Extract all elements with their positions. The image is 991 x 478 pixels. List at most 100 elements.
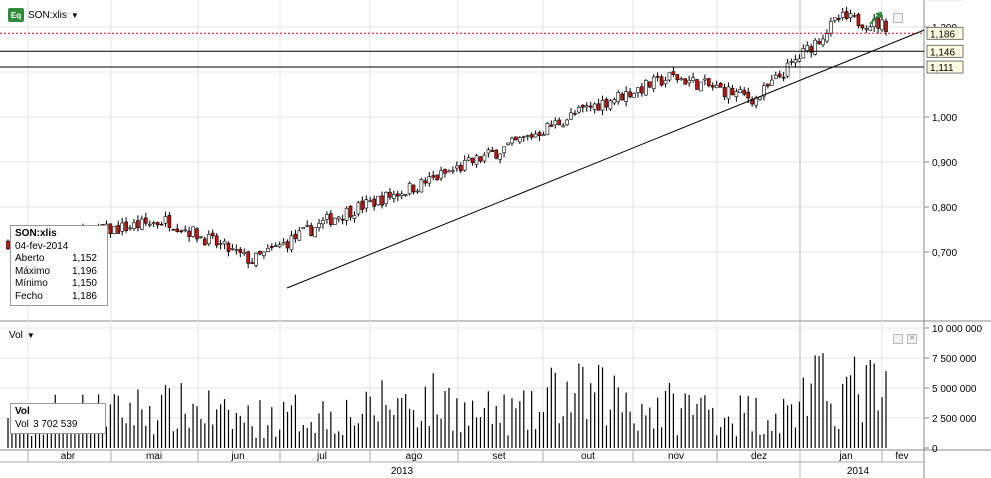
candle-body <box>793 59 798 64</box>
candle-body <box>797 58 802 62</box>
symbol-dropdown-icon[interactable]: ▼ <box>70 10 79 20</box>
candle-body <box>521 136 526 138</box>
volume-dropdown-icon[interactable]: ▼ <box>26 331 35 340</box>
candle-body <box>395 193 400 197</box>
candle-body <box>549 124 554 127</box>
month-label: abr <box>61 451 76 462</box>
candle-body <box>167 215 172 228</box>
candle-body <box>238 248 243 253</box>
candle-body <box>147 223 152 226</box>
candle-body <box>770 79 774 86</box>
candle-body <box>431 175 436 178</box>
candle-body <box>112 225 117 234</box>
price-tick-label: 0,900 <box>932 158 957 169</box>
price-tag-label: 1,186 <box>930 29 955 40</box>
candle-body <box>628 91 632 98</box>
volume-tick-label: 0 <box>932 444 938 455</box>
candle-body <box>415 190 420 193</box>
candle-body <box>596 103 601 111</box>
info-row-low: Mínimo 1,150 <box>15 278 103 291</box>
candle-body <box>344 208 349 221</box>
candle-body <box>632 93 636 98</box>
month-label: mai <box>146 451 162 462</box>
candle-body <box>781 76 786 79</box>
overlay-lines <box>0 11 925 289</box>
candle-body <box>789 61 794 63</box>
month-label: jan <box>838 451 852 462</box>
candle-body <box>852 15 857 17</box>
candle-body <box>242 251 247 254</box>
candle-body <box>663 79 668 85</box>
candle-body <box>868 26 873 31</box>
candle-body <box>718 82 723 88</box>
candle-body <box>817 41 821 44</box>
candle-body <box>226 242 231 252</box>
candle-body <box>659 76 664 86</box>
info-label: Mínimo <box>15 278 48 289</box>
candle-body <box>6 240 10 250</box>
candle-body <box>132 222 136 229</box>
candle-body <box>266 247 270 252</box>
candle-body <box>707 78 711 86</box>
candle-body <box>537 132 542 136</box>
info-row-close: Fecho 1,186 <box>15 291 103 304</box>
price-tick-label: 1,000 <box>932 113 957 124</box>
candle-body <box>533 133 538 138</box>
candle-body <box>462 160 467 171</box>
volume-tick-label: 10 000 000 <box>932 324 982 335</box>
candle-body <box>514 136 518 141</box>
candle-body <box>466 157 471 161</box>
candle-body <box>840 11 845 18</box>
volume-pane-restore-icon[interactable] <box>893 334 903 344</box>
arrow-marker-icon <box>869 11 883 25</box>
candle-body <box>151 222 156 225</box>
info-value: 1,150 <box>71 278 97 289</box>
month-label: jul <box>316 451 327 462</box>
candle-body <box>254 252 258 266</box>
candle-body <box>703 78 707 81</box>
price-pane-restore-icon[interactable] <box>893 13 903 23</box>
candle-body <box>518 137 522 143</box>
info-value: 1,152 <box>71 253 97 264</box>
volume-tick-label: 2 500 000 <box>932 414 977 425</box>
candle-body <box>203 238 207 246</box>
candle-body <box>427 176 432 184</box>
candle-body <box>447 170 451 173</box>
candle-body <box>557 119 562 126</box>
candle-body <box>329 213 333 225</box>
candle-body <box>584 105 589 108</box>
candle-body <box>269 245 274 248</box>
candle-body <box>187 230 191 237</box>
candle-body <box>281 242 286 245</box>
ohlc-info-box: SON:xlis 04-fev-2014 Aberto 1,152 Máximo 1… <box>10 225 108 306</box>
info-row-open: Aberto 1,152 <box>15 253 103 266</box>
candle-body <box>577 106 581 113</box>
candle-body <box>218 243 223 245</box>
candle-body <box>352 215 357 219</box>
candle-body <box>825 33 829 42</box>
candle-body <box>506 142 510 146</box>
candle-body <box>210 232 215 237</box>
candle-body <box>246 251 250 264</box>
candle-body <box>738 88 743 94</box>
candle-body <box>592 103 597 110</box>
candle-body <box>403 194 408 196</box>
candle-body <box>612 99 617 104</box>
candle-body <box>836 18 841 20</box>
candle-body <box>411 184 416 193</box>
candle-body <box>230 248 235 250</box>
candle-body <box>155 222 160 226</box>
candle-body <box>722 87 727 98</box>
volume-label[interactable]: Vol <box>9 330 23 341</box>
volume-info-box: Vol Vol 3 702 539 <box>10 403 106 434</box>
candle-body <box>553 120 558 126</box>
month-label: set <box>492 451 506 462</box>
vol-info-row: Vol 3 702 539 <box>15 419 101 432</box>
candle-body <box>604 98 609 108</box>
candle-body <box>620 93 625 101</box>
symbol-label[interactable]: SON:xlis <box>28 9 67 21</box>
vol-info-value: 3 702 539 <box>33 418 78 430</box>
candle-body <box>340 218 345 221</box>
candle-body <box>336 216 341 220</box>
volume-pane-close-icon[interactable]: ✕ <box>907 334 917 344</box>
